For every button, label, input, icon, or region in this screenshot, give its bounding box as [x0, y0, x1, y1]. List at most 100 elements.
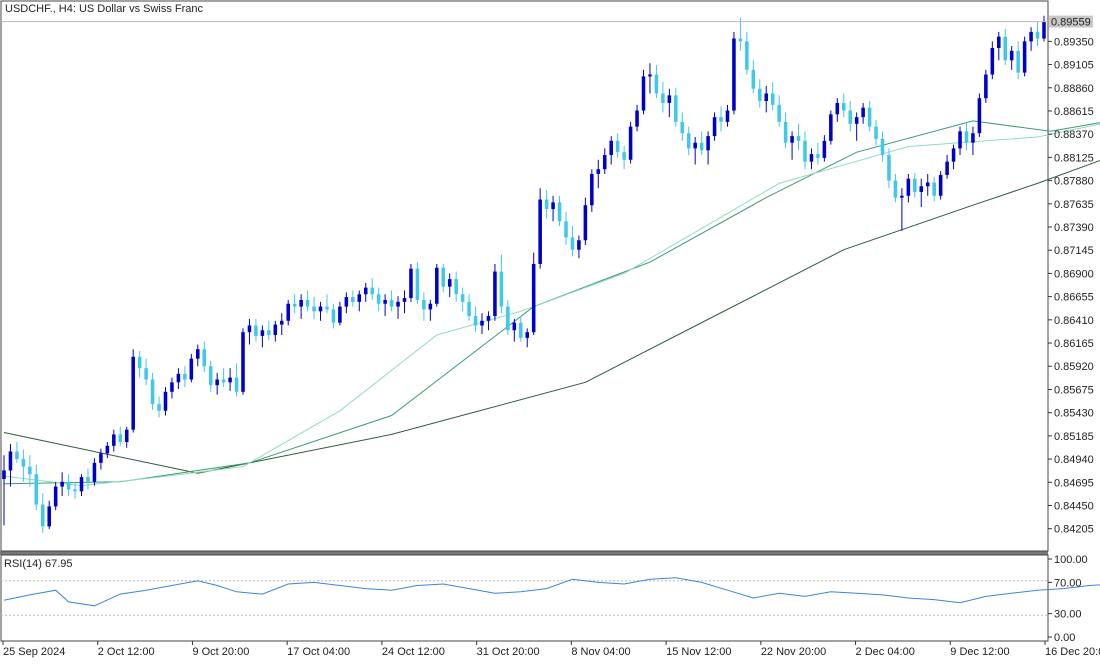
candle	[40, 493, 45, 533]
candle-body	[964, 131, 969, 143]
candle-body	[512, 322, 517, 331]
candle-body	[971, 133, 975, 143]
candle	[480, 313, 484, 335]
candle-body	[8, 451, 13, 471]
candle	[971, 126, 975, 156]
candle	[854, 112, 859, 141]
candle-body	[925, 182, 930, 187]
candle	[654, 65, 659, 99]
candle-body	[73, 489, 77, 492]
candle-body	[441, 267, 446, 287]
candle	[932, 176, 936, 202]
price-tick-label: 0.87145	[1054, 245, 1094, 257]
candle	[706, 131, 710, 165]
rsi-label: RSI(14) 67.95	[4, 558, 72, 570]
candle-body	[460, 294, 465, 302]
candle-body	[15, 451, 19, 460]
candle-body	[822, 140, 827, 158]
candle-body	[493, 271, 497, 317]
candle	[267, 320, 271, 340]
candle	[28, 455, 32, 487]
candle	[447, 273, 452, 298]
candle-body	[841, 102, 846, 111]
price-tick-label: 0.85920	[1054, 361, 1094, 373]
candle	[292, 294, 297, 314]
candle-body	[602, 155, 607, 170]
rsi-tick-label: 30.00	[1054, 609, 1082, 621]
candle	[1022, 36, 1027, 77]
ma-slow-line	[3, 159, 1100, 474]
time-tick-label: 24 Oct 12:00	[382, 646, 445, 658]
candle	[602, 148, 607, 174]
candle-body	[247, 325, 252, 333]
candle-body	[835, 102, 840, 115]
candle-body	[816, 154, 820, 158]
candle	[906, 173, 911, 203]
time-tick-label: 8 Nov 04:00	[571, 646, 630, 658]
candle	[925, 173, 930, 196]
candle	[667, 88, 672, 118]
candle-body	[215, 379, 219, 386]
candle	[751, 60, 756, 94]
candle	[183, 366, 187, 388]
candle	[848, 101, 852, 132]
candle	[841, 93, 846, 118]
candle-body	[357, 294, 362, 302]
candle-body	[809, 154, 814, 162]
candle-body	[21, 459, 26, 467]
candle	[21, 449, 26, 482]
candle	[738, 17, 743, 51]
candle	[745, 31, 749, 75]
candle	[648, 63, 652, 94]
candle	[977, 93, 982, 138]
candle-body	[241, 332, 245, 392]
candle-body	[906, 178, 911, 196]
candle-body	[874, 126, 878, 139]
candle	[157, 396, 161, 418]
candle	[919, 178, 924, 208]
candle-body	[318, 306, 323, 312]
price-tick-label: 0.86165	[1054, 338, 1094, 350]
candle-body	[583, 205, 588, 241]
candle-body	[415, 268, 420, 300]
candle-body	[680, 121, 685, 134]
candle	[273, 320, 278, 342]
candle-body	[590, 173, 594, 206]
candle-body	[770, 93, 775, 105]
candle	[47, 500, 51, 530]
candle-body	[557, 202, 562, 222]
price-tick-label: 0.86410	[1054, 315, 1094, 327]
candle-body	[144, 368, 148, 380]
candle-body	[641, 76, 646, 111]
candle-body	[938, 174, 943, 196]
candle-body	[551, 202, 555, 210]
candle	[279, 313, 284, 335]
price-tick-label: 0.88370	[1054, 129, 1094, 141]
candle-body	[506, 306, 510, 331]
candle	[383, 294, 387, 317]
candle	[615, 133, 620, 158]
candle	[577, 235, 581, 259]
candle	[790, 131, 794, 160]
candle	[635, 104, 639, 132]
candle	[951, 144, 956, 170]
candle-body	[1022, 41, 1027, 73]
candle	[938, 171, 943, 200]
candle-body	[699, 142, 704, 151]
rsi-tick-label: 0.00	[1054, 632, 1075, 644]
candle-body	[40, 504, 45, 527]
candle-body	[486, 316, 491, 321]
price-tick-label: 0.85430	[1054, 408, 1094, 420]
candle-body	[234, 377, 239, 392]
candle-body	[686, 133, 691, 149]
candle-body	[829, 114, 833, 141]
candle	[312, 297, 316, 319]
candle-body	[1035, 31, 1040, 39]
time-tick-label: 22 Nov 20:00	[761, 646, 826, 658]
candle	[460, 287, 465, 312]
candle	[2, 455, 6, 526]
candle	[79, 474, 84, 497]
time-tick-label: 2 Oct 12:00	[98, 646, 155, 658]
candle	[8, 443, 13, 487]
